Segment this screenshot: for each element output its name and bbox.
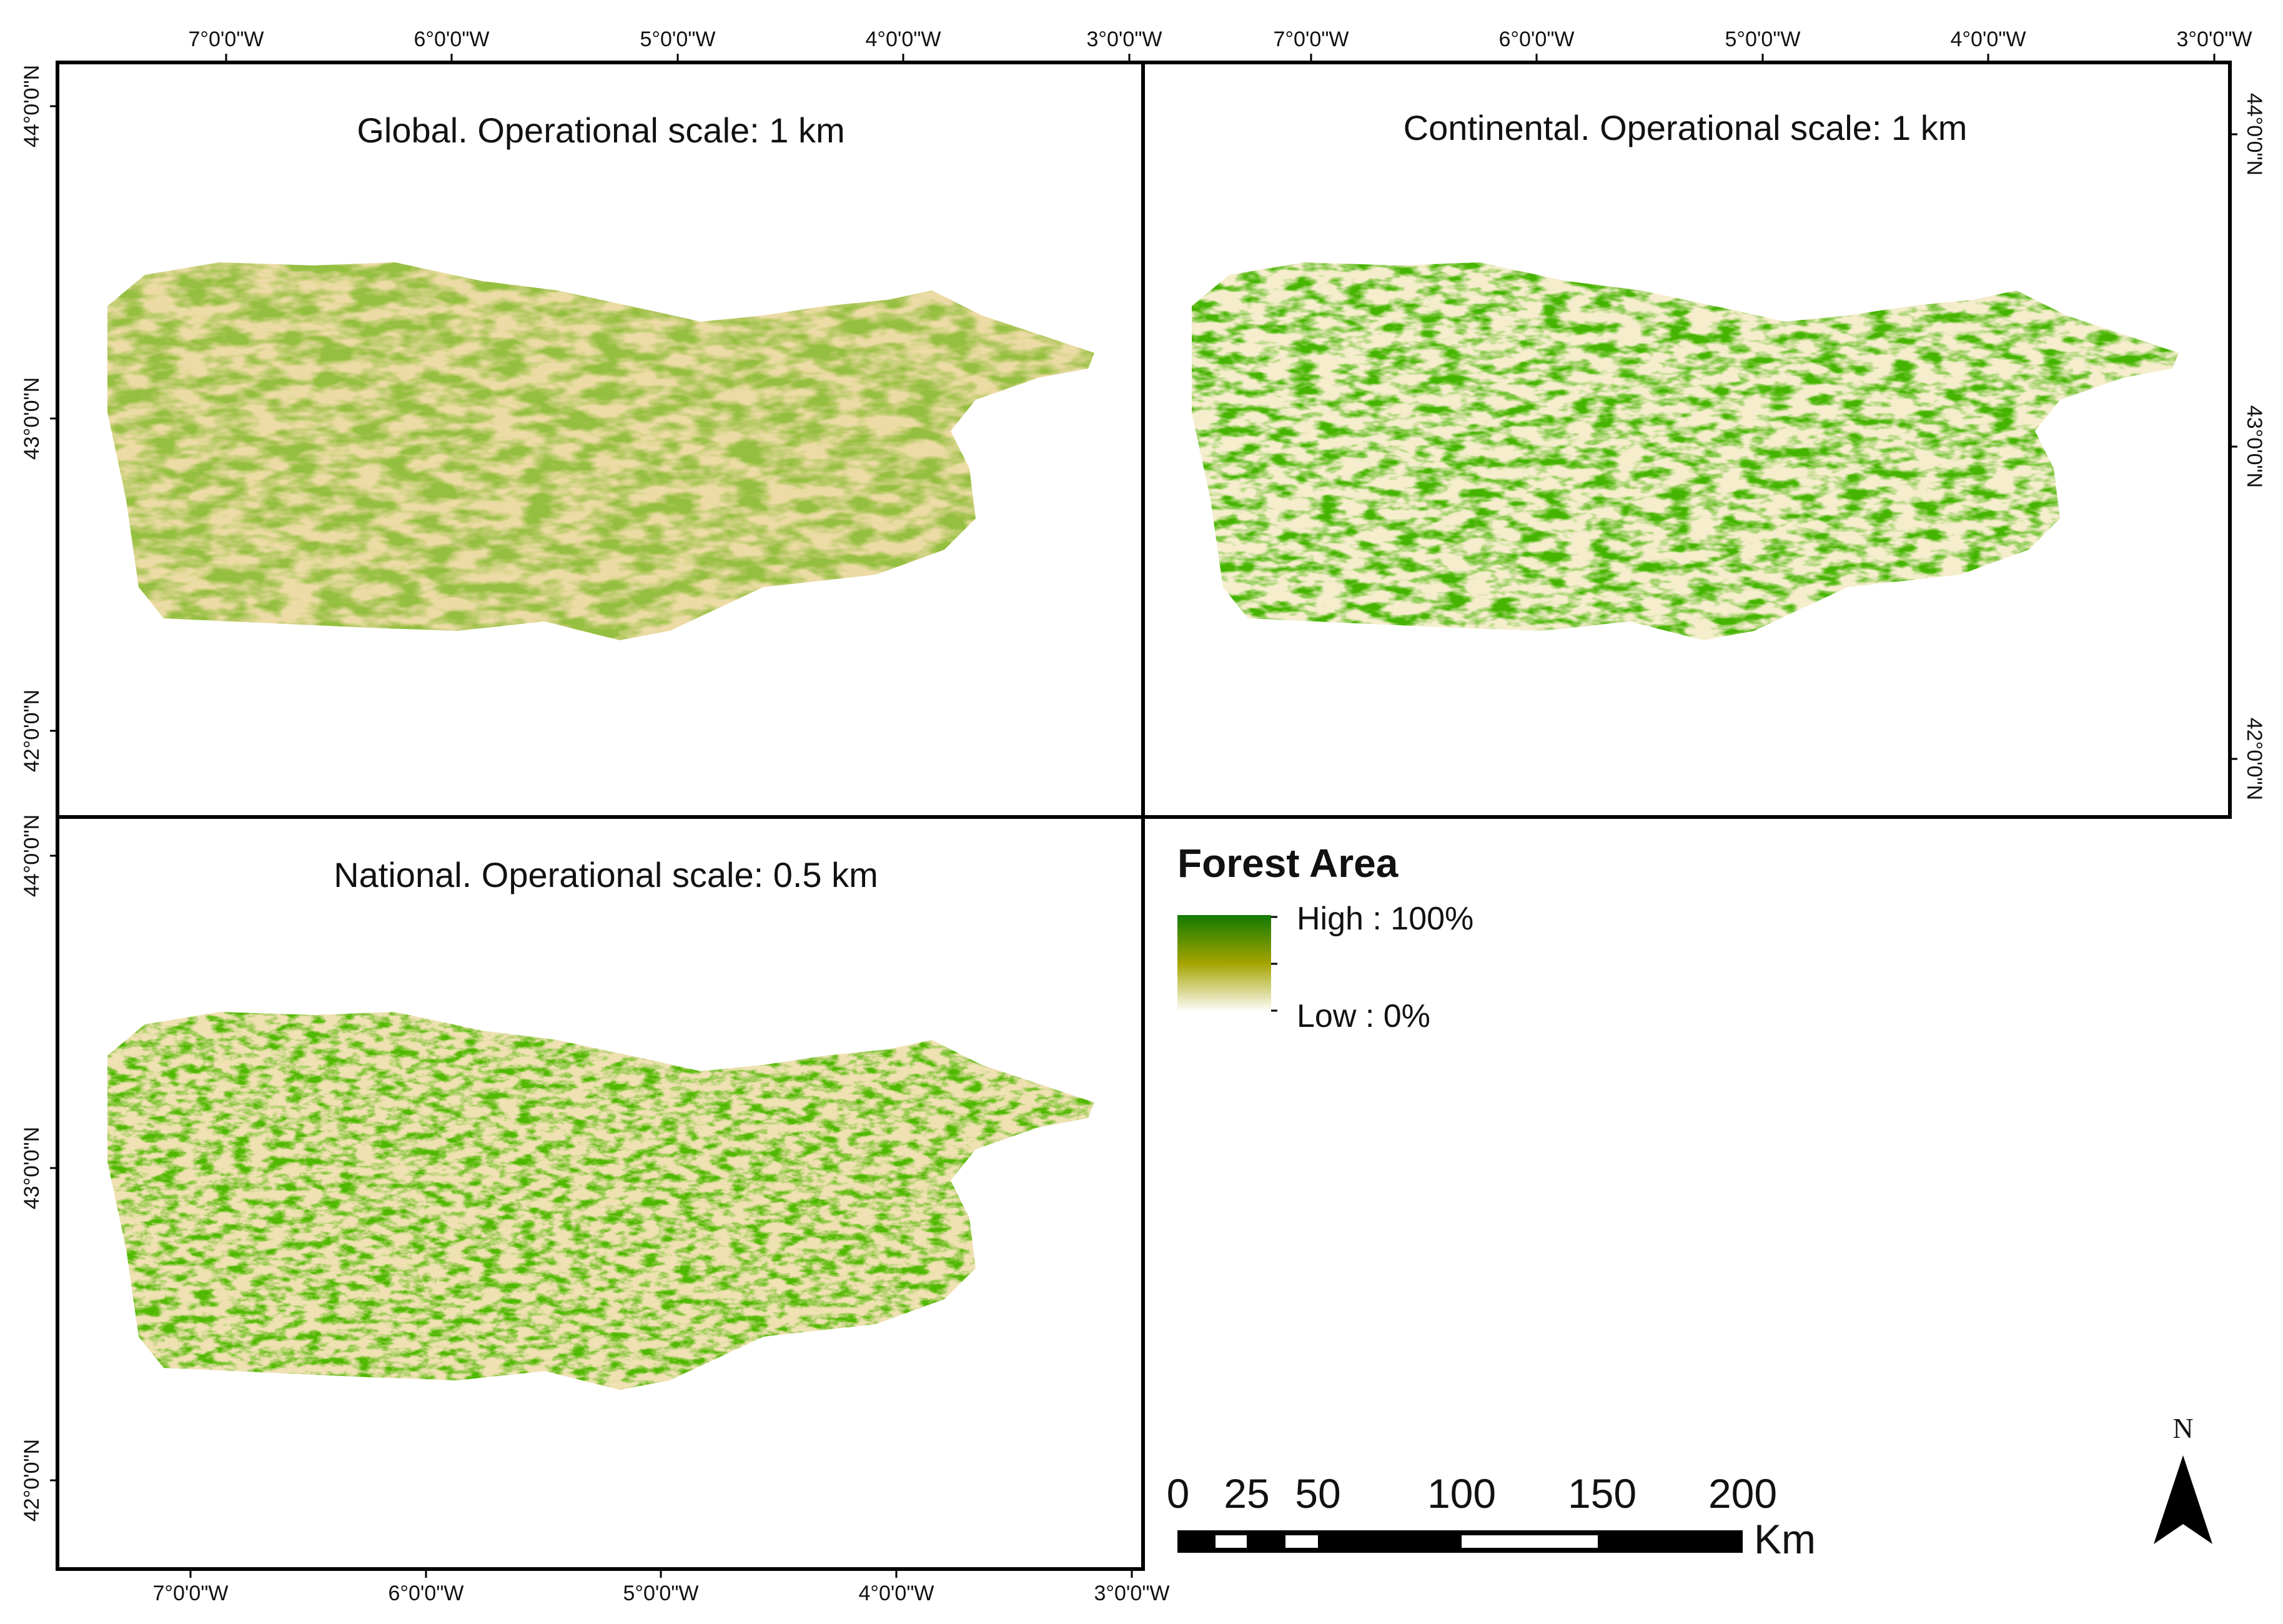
scale-label: 0 [1167, 1470, 1190, 1517]
scale-label: 150 [1568, 1470, 1637, 1517]
lon-label: 4°0'0"W [1951, 27, 2026, 51]
north-letter: N [2172, 1412, 2193, 1444]
lat-label: 42°0'0"N [2242, 718, 2266, 800]
lon-label: 5°0'0"W [1725, 27, 1801, 51]
lat-label: 43°0'0"N [2242, 405, 2266, 488]
panel-title-national: National. Operational scale: 0.5 km [334, 855, 878, 894]
lat-label: 44°0'0"N [2242, 93, 2266, 176]
lat-label: 44°0'0"N [20, 814, 44, 897]
legend: Forest Area High : 100% Low : 0% [1177, 841, 1473, 1034]
scale-label: 25 [1224, 1470, 1269, 1517]
legend-color-ramp [1177, 915, 1271, 1012]
lat-label: 42°0'0"N [20, 690, 44, 772]
lon-label: 4°0'0"W [866, 27, 941, 51]
panel-frame-national [56, 815, 1145, 1571]
lon-label: 6°0'0"W [389, 1582, 464, 1605]
lon-axis-continental-top: 7°0'0"W 6°0'0"W 5°0'0"W 4°0'0"W 3°0'0"W [1274, 27, 2252, 62]
lon-label: 3°0'0"W [2177, 27, 2252, 51]
legend-high-label: High : 100% [1297, 901, 1473, 937]
scale-unit: Km [1754, 1516, 1816, 1562]
lon-label: 7°0'0"W [1274, 27, 1349, 51]
legend-title: Forest Area [1177, 841, 1399, 886]
lon-axis-national-bottom: 7°0'0"W 6°0'0"W 5°0'0"W 4°0'0"W 3°0'0"W [153, 1569, 1170, 1605]
panel-frame-continental [1141, 61, 2232, 819]
lon-label: 7°0'0"W [189, 27, 264, 51]
lon-label: 7°0'0"W [153, 1582, 229, 1605]
lon-axis-global-top: 7°0'0"W 6°0'0"W 5°0'0"W 4°0'0"W 3°0'0"W [189, 27, 1162, 62]
lon-label: 6°0'0"W [1499, 27, 1575, 51]
lat-label: 43°0'0"N [20, 377, 44, 460]
north-arrow-icon: N [2154, 1412, 2212, 1544]
legend-low-label: Low : 0% [1297, 998, 1430, 1034]
lat-label: 43°0'0"N [20, 1127, 44, 1209]
scale-bar: 0 25 50 100 150 200 Km [1167, 1470, 1816, 1562]
lat-label: 44°0'0"N [20, 65, 44, 147]
lon-label: 5°0'0"W [623, 1582, 699, 1605]
forest-raster-global [107, 262, 1094, 640]
forest-raster-national [107, 1012, 1094, 1390]
lon-label: 6°0'0"W [414, 27, 490, 51]
lat-axis-global-left: 44°0'0"N 43°0'0"N 42°0'0"N [20, 65, 57, 772]
lon-label: 3°0'0"W [1087, 27, 1162, 51]
scale-label: 200 [1708, 1470, 1777, 1517]
lat-label: 42°0'0"N [20, 1439, 44, 1522]
scale-label: 100 [1427, 1470, 1496, 1517]
forest-raster-continental [1192, 262, 2179, 640]
lon-label: 4°0'0"W [859, 1582, 934, 1605]
panel-title-global: Global. Operational scale: 1 km [357, 111, 844, 150]
lon-label: 5°0'0"W [640, 27, 716, 51]
lat-axis-national-left: 44°0'0"N 43°0'0"N 42°0'0"N [20, 814, 57, 1522]
scale-label: 50 [1295, 1470, 1340, 1517]
lat-axis-continental-right: 44°0'0"N 43°0'0"N 42°0'0"N [2230, 93, 2266, 800]
panel-title-continental: Continental. Operational scale: 1 km [1404, 108, 1968, 147]
lon-label: 3°0'0"W [1094, 1582, 1170, 1605]
